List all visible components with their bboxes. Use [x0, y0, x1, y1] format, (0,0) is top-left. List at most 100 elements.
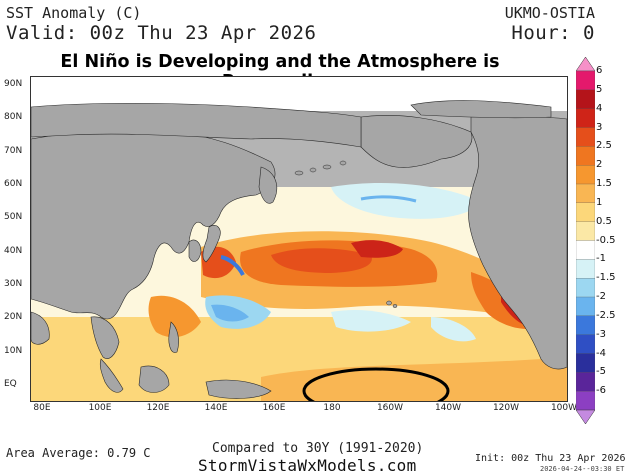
aleutian-1: [294, 170, 304, 176]
lat-label-60n: 60N: [4, 179, 23, 189]
aleutian-3: [322, 164, 332, 170]
east-pacific-cool-patch: [431, 317, 476, 342]
colorbar-tick-label: 1: [596, 196, 603, 208]
lon-label-160w: 160W: [376, 403, 404, 413]
land-north-america: [468, 115, 567, 370]
colorbar-tick-label: -2: [596, 291, 606, 302]
colorbar-tick-label: -1.5: [596, 272, 616, 284]
lon-label-100w: 100W: [550, 403, 578, 413]
land-new-guinea: [205, 379, 272, 399]
colorbar-segment: [576, 240, 595, 260]
colorbar-tick-label: -0.5: [596, 234, 616, 246]
land-korea: [188, 239, 202, 262]
colorbar-tick-label: -2.5: [596, 309, 616, 321]
colorbar-segment: [576, 146, 595, 166]
colorbar-tick-label: -3: [596, 328, 606, 340]
forecast-hour: Hour: 0: [511, 22, 595, 44]
colorbar-tick-label: 6: [596, 65, 603, 76]
colorbar-tick-label: 4: [596, 102, 603, 114]
area-average: Area Average: 0.79 C: [6, 446, 151, 460]
colorbar-segment: [576, 278, 595, 298]
lon-label-160e: 160E: [262, 403, 286, 413]
land-india: [31, 311, 50, 345]
land-borneo: [138, 365, 170, 393]
colorbar-segment: [576, 334, 595, 355]
lon-label-120w: 120W: [492, 403, 520, 413]
lon-label-80e: 80E: [33, 403, 51, 413]
colorbar-segment: [576, 372, 595, 392]
lat-label-10n: 10N: [4, 346, 23, 356]
philippine-warm: [148, 295, 201, 338]
generated-timestamp: 2026-04-24--03:30 ET: [540, 465, 625, 473]
map-variable-title: SST Anomaly (C): [6, 4, 142, 22]
aleutian-4: [339, 160, 347, 166]
lat-label-eq: EQ: [4, 379, 17, 389]
climatology-comparison: Compared to 30Y (1991-2020): [212, 441, 424, 456]
colorbar-tick-label: 0.5: [596, 215, 612, 227]
land-japan: [202, 225, 221, 263]
init-time: Init: 00z Thu 23 Apr 2026: [475, 453, 626, 464]
subtropical-cool-patch-3: [331, 310, 411, 332]
land-siberia: [31, 102, 362, 148]
subtropical-cool-patch-2: [211, 304, 249, 322]
lat-label-20n: 20N: [4, 312, 23, 322]
land-asia: [31, 129, 276, 320]
colorbar-segment: [576, 165, 595, 185]
land-kamchatka: [258, 166, 277, 204]
aleutian-2: [309, 167, 317, 173]
lat-label-50n: 50N: [4, 212, 23, 222]
land-malay: [99, 358, 124, 393]
hawaii-1: [386, 300, 392, 306]
colorbar-tick-label: -1: [596, 253, 606, 265]
lat-label-80n: 80N: [4, 112, 23, 122]
lon-label-140e: 140E: [204, 403, 228, 413]
land-philippines: [168, 321, 179, 353]
kuroshio-cold-streak: [220, 255, 245, 276]
colorbar-top-arrow: [576, 57, 595, 72]
colorbar-tick-label: -6: [596, 385, 606, 397]
lon-label-140w: 140W: [434, 403, 462, 413]
lat-label-40n: 40N: [4, 246, 23, 256]
colorbar-segment: [576, 202, 595, 223]
colorbar-tick-label: 2: [596, 159, 603, 171]
lon-label-100e: 100E: [88, 403, 112, 413]
nino-region-annotation: [302, 367, 450, 401]
colorbar-tick-label: 5: [596, 83, 603, 95]
colorbar-segment: [576, 183, 595, 204]
equatorial-warm-patch: [261, 357, 567, 401]
colorbar-segment: [576, 221, 595, 242]
aleutian-cool-streak: [360, 195, 417, 203]
colorbar-segment: [576, 391, 595, 411]
colorbar-segment: [576, 296, 595, 317]
colorbar-segment: [576, 89, 595, 110]
colorbar-tick-label: -4: [596, 347, 606, 359]
colorbar-tick-label: 3: [596, 121, 603, 133]
hot-core-1: [271, 248, 372, 273]
colorbar-segment: [576, 127, 595, 147]
colorbar-segment: [576, 259, 595, 279]
lat-label-70n: 70N: [4, 146, 23, 156]
colorbar-segment: [576, 353, 595, 373]
land-alaska: [360, 115, 473, 168]
model-name: UKMO-OSTIA: [504, 4, 595, 22]
colorbar-segment: [576, 70, 595, 91]
valid-time: Valid: 00z Thu 23 Apr 2026: [6, 22, 317, 44]
sst-anomaly-map: [30, 76, 568, 402]
colorbar-tick-label: 2.5: [596, 140, 612, 152]
colorbar: [576, 57, 595, 424]
lat-label-30n: 30N: [4, 279, 23, 289]
hot-core-2: [351, 240, 403, 258]
colorbar-segment: [576, 108, 595, 129]
lon-label-120e: 120E: [146, 403, 170, 413]
land-indochina: [90, 316, 120, 359]
colorbar-tick-label: -5: [596, 366, 606, 378]
lat-label-90n: 90N: [4, 79, 23, 89]
gulf-alaska-cool: [331, 182, 481, 219]
lon-label-180: 180: [323, 403, 341, 413]
colorbar-bottom-arrow: [576, 409, 595, 424]
site-watermark: StormVistaWxModels.com: [198, 456, 417, 475]
hawaii-2: [392, 304, 398, 308]
colorbar-segment: [576, 315, 595, 336]
land-arctic-islands: [410, 100, 552, 119]
colorbar-tick-label: 1.5: [596, 178, 612, 189]
